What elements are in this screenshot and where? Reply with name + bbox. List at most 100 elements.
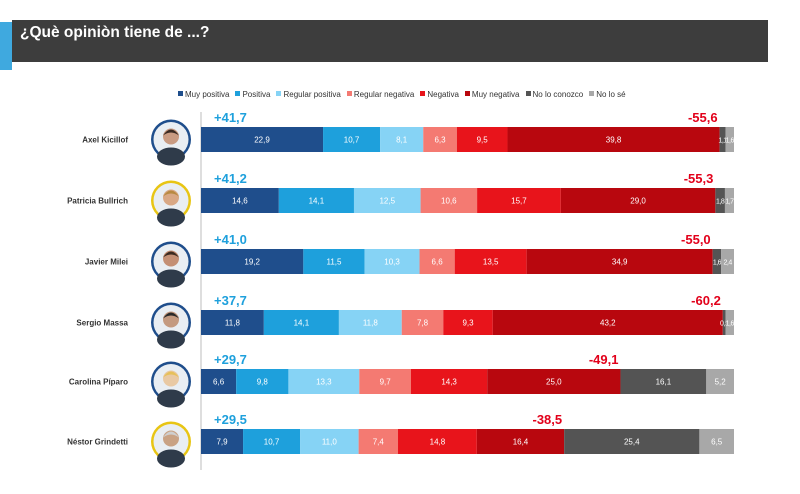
legend-item: Muy positiva xyxy=(178,90,229,99)
category-label: Axel Kicillof xyxy=(82,136,128,145)
data-label: 2,4 xyxy=(723,260,732,267)
bar-segment xyxy=(507,127,720,152)
negative-total: -49,1 xyxy=(589,352,619,367)
bar-segment xyxy=(477,188,561,213)
data-label: 7,8 xyxy=(417,319,429,328)
bar-segment xyxy=(353,188,421,213)
data-label: 25,0 xyxy=(546,378,562,387)
data-label: 9,3 xyxy=(462,319,474,328)
legend-label: Regular negativa xyxy=(353,90,415,99)
category-label: Javier Milei xyxy=(85,258,128,267)
data-label: 1,6 xyxy=(713,260,722,267)
bar-segment xyxy=(401,310,444,335)
avatar xyxy=(151,302,191,349)
bar-segment xyxy=(201,310,264,335)
legend-item: Positiva xyxy=(235,90,270,99)
avatar-hair xyxy=(163,190,179,197)
legend-label: Regular positiva xyxy=(283,90,341,99)
data-label: 15,7 xyxy=(511,197,527,206)
bar-segment xyxy=(719,127,726,152)
bar-segment xyxy=(564,429,700,454)
legend-item: Muy negativa xyxy=(464,90,520,99)
data-label: 8,1 xyxy=(396,136,408,145)
data-label: 14,6 xyxy=(232,197,248,206)
bar-segment xyxy=(364,249,420,274)
data-label: 16,4 xyxy=(513,438,529,447)
bar-segment xyxy=(423,127,457,152)
avatar xyxy=(151,241,191,288)
legend-swatch xyxy=(346,91,352,97)
data-label: 1,6 xyxy=(726,138,735,145)
bar-segment xyxy=(725,310,734,335)
avatar xyxy=(151,119,191,166)
bar-segment xyxy=(706,369,734,394)
positive-total: +41,0 xyxy=(214,232,247,247)
bar-segment xyxy=(715,188,725,213)
legend-label: Negativa xyxy=(427,90,459,99)
data-label: 12,5 xyxy=(379,197,395,206)
bar-segment xyxy=(303,249,365,274)
data-label: 1,8 xyxy=(716,199,725,206)
data-label: 6,5 xyxy=(711,438,723,447)
data-label: 13,3 xyxy=(316,378,332,387)
data-label: 1,1 xyxy=(718,138,727,145)
bar-segment xyxy=(201,429,244,454)
category-label: Sergio Massa xyxy=(76,319,128,328)
data-label: 10,7 xyxy=(344,136,360,145)
bar-segment xyxy=(201,369,237,394)
bar-segment xyxy=(201,188,279,213)
data-label: 6,6 xyxy=(432,258,444,267)
data-label: 9,7 xyxy=(380,378,392,387)
data-label: 6,3 xyxy=(434,136,446,145)
bar-segment xyxy=(724,188,734,213)
data-label: 29,0 xyxy=(630,197,646,206)
avatar-body xyxy=(157,147,185,166)
chart-title: ¿Què opiniòn tiene de ...? xyxy=(12,20,768,62)
negative-total: -60,2 xyxy=(691,293,721,308)
bar-segment xyxy=(526,249,713,274)
data-label: 10,7 xyxy=(264,438,280,447)
bar-segment xyxy=(420,188,478,213)
data-label: 14,1 xyxy=(309,197,325,206)
avatar-body xyxy=(157,449,185,468)
bar-segment xyxy=(323,127,381,152)
avatar-body xyxy=(157,208,185,227)
data-label: 16,1 xyxy=(656,378,672,387)
legend-item: Regular negativa xyxy=(346,90,415,99)
data-label: 11,5 xyxy=(326,258,342,267)
avatar-hair xyxy=(163,312,179,319)
bar-segment xyxy=(476,429,565,454)
chart-title-text: ¿Què opiniòn tiene de ...? xyxy=(20,24,210,41)
negative-total: -55,3 xyxy=(684,171,714,186)
bar-segment xyxy=(201,127,324,152)
legend-swatch xyxy=(464,91,470,97)
data-label: 9,8 xyxy=(257,378,269,387)
bar-segment xyxy=(288,369,360,394)
bar-segment xyxy=(456,127,508,152)
data-label: 11,0 xyxy=(322,438,338,447)
legend-label: No lo sé xyxy=(596,90,626,99)
bar-segment xyxy=(236,369,289,394)
legend-item: Negativa xyxy=(420,90,459,99)
data-label: 7,9 xyxy=(216,438,228,447)
bar-segment xyxy=(398,429,477,454)
legend-item: No lo sé xyxy=(589,90,626,99)
legend-swatch xyxy=(525,91,531,97)
data-label: 22,9 xyxy=(254,136,270,145)
bar-segment xyxy=(359,369,412,394)
positive-total: +37,7 xyxy=(214,293,247,308)
category-label: Patricia Bullrich xyxy=(67,197,128,206)
data-label: 10,6 xyxy=(441,197,457,206)
legend-swatch xyxy=(178,91,183,97)
positive-total: +41,7 xyxy=(214,110,247,125)
data-label: 13,5 xyxy=(483,258,499,267)
bar-segment xyxy=(443,310,493,335)
avatar xyxy=(151,361,191,408)
avatar-hair xyxy=(163,371,179,378)
category-label: Carolina Píparo xyxy=(69,378,128,387)
data-label: 6,6 xyxy=(213,378,225,387)
data-label: 43,2 xyxy=(600,319,616,328)
data-label: 19,2 xyxy=(244,258,260,267)
category-label: Néstor Grindetti xyxy=(67,438,128,447)
positive-total: +29,7 xyxy=(214,352,247,367)
